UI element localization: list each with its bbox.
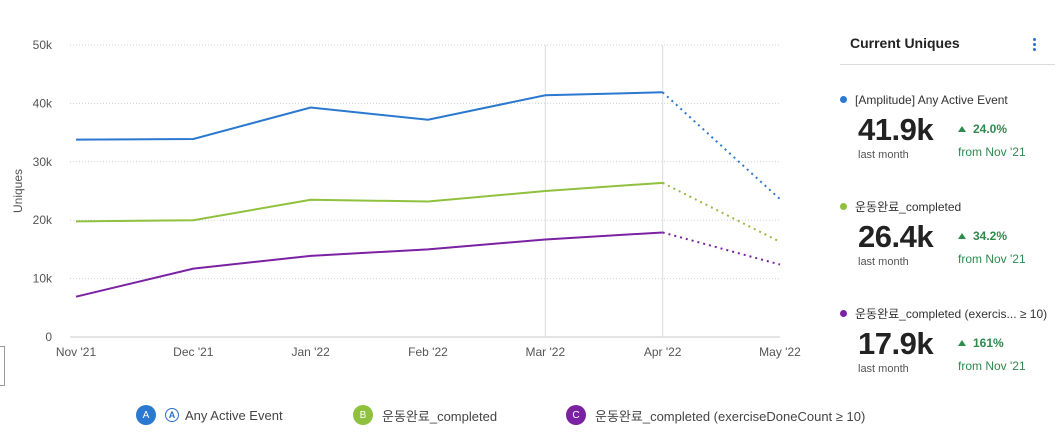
- series-line-incomplete: [662, 181, 781, 243]
- x-tick-label: Mar '22: [526, 345, 566, 359]
- metric-card-any-active-event: [Amplitude] Any Active Event 41.9k last …: [840, 92, 1055, 161]
- trend-up-icon: [958, 340, 966, 346]
- metric-change: 24.0%: [973, 122, 1008, 136]
- metric-card-completed: 운동완료_completed 26.4k last month 34.2% fr…: [840, 199, 1055, 268]
- legend-badge: C: [566, 405, 586, 425]
- metric-from: from Nov '21: [958, 359, 1026, 373]
- legend-badge: B: [353, 405, 373, 425]
- trend-up-icon: [958, 233, 966, 239]
- y-tick-label: 10k: [33, 272, 53, 286]
- y-tick-label: 50k: [33, 38, 53, 52]
- legend-label: 운동완료_completed: [382, 408, 498, 424]
- x-tick-label: Apr '22: [644, 345, 682, 359]
- series-line-incomplete: [662, 231, 781, 266]
- metric-name: [Amplitude] Any Active Event: [855, 93, 1008, 107]
- metric-from: from Nov '21: [958, 252, 1026, 266]
- y-tick-label: 40k: [33, 96, 53, 110]
- x-tick-label: Jan '22: [292, 345, 331, 359]
- series-dot: [840, 310, 847, 318]
- trend-up-icon: [958, 126, 966, 132]
- amplitude-icon: A: [165, 408, 179, 422]
- x-tick-label: May '22: [759, 345, 801, 359]
- x-tick-label: Dec '21: [173, 345, 214, 359]
- legend-label: Any Active Event: [185, 407, 283, 423]
- x-tick-label: Nov '21: [56, 345, 97, 359]
- legend-item-b[interactable]: B 운동완료_completed: [353, 404, 497, 426]
- series-line: [75, 181, 663, 223]
- metric-value: 41.9k: [858, 112, 934, 147]
- metric-name: 운동완료_completed: [855, 200, 962, 214]
- metric-card-completed-filtered: 운동완료_completed (exercis... ≥ 10) 17.9k l…: [840, 306, 1055, 375]
- legend-badge: A: [136, 405, 156, 425]
- current-uniques-panel: Current Uniques [Amplitude] Any Active E…: [840, 26, 1055, 375]
- series-line: [75, 231, 663, 298]
- panel-title: Current Uniques: [850, 35, 960, 51]
- x-tick-label: Feb '22: [408, 345, 448, 359]
- y-axis-label: Uniques: [11, 169, 25, 213]
- metric-period: last month: [858, 256, 909, 268]
- series-dot: [840, 96, 847, 104]
- legend-item-c[interactable]: C 운동완료_completed (exerciseDoneCount ≥ 10…: [566, 404, 865, 426]
- more-options-icon[interactable]: [1033, 38, 1037, 53]
- y-tick-label: 20k: [33, 213, 53, 227]
- metric-change: 34.2%: [973, 229, 1008, 243]
- legend-item-a[interactable]: A A Any Active Event: [136, 404, 283, 426]
- panel-divider: [840, 64, 1055, 65]
- metric-name: 운동완료_completed (exercis... ≥ 10): [855, 307, 1048, 321]
- y-tick-label: 30k: [33, 155, 53, 169]
- legend-label: 운동완료_completed (exerciseDoneCount ≥ 10): [595, 408, 866, 424]
- y-tick-label: 0: [45, 330, 52, 344]
- metric-period: last month: [858, 149, 909, 161]
- metric-period: last month: [858, 363, 909, 375]
- series-dot: [840, 203, 847, 211]
- metric-value: 17.9k: [858, 326, 934, 361]
- metric-from: from Nov '21: [958, 145, 1026, 159]
- series-line: [75, 91, 663, 141]
- metric-value: 26.4k: [858, 219, 934, 254]
- line-chart: 0 10k 20k 30k 40k 50k Nov '21 Dec '21 Jan '22 Feb…: [11, 38, 801, 359]
- metric-change: 161%: [973, 336, 1004, 350]
- collapsed-side-handle[interactable]: [0, 346, 5, 386]
- series-line-incomplete: [661, 91, 781, 200]
